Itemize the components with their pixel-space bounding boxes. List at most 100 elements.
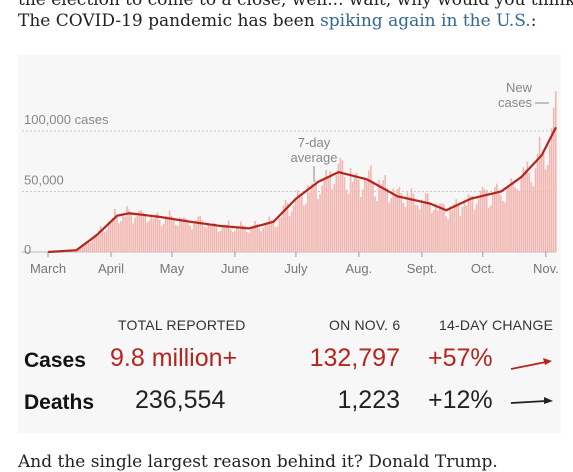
daily-bar (486, 190, 488, 252)
daily-bar (476, 204, 478, 252)
daily-bar (374, 197, 376, 252)
daily-bar (439, 203, 441, 252)
intro-link[interactable]: spiking again in the U.S. (320, 11, 531, 31)
article-intro: The COVID-19 pandemic has been spiking a… (18, 10, 536, 32)
daily-bar (110, 223, 112, 252)
daily-bar (195, 221, 197, 252)
daily-bar (153, 219, 155, 252)
daily-bar (240, 222, 242, 252)
daily-bar (175, 225, 177, 252)
daily-bar (303, 206, 305, 252)
daily-bar (360, 197, 362, 252)
daily-bar (392, 189, 394, 252)
daily-bar (506, 188, 508, 252)
daily-bar (338, 164, 340, 252)
daily-bar (128, 210, 130, 252)
daily-bar (376, 201, 378, 252)
daily-bar (508, 185, 510, 252)
daily-bar (386, 188, 388, 252)
daily-bar (214, 223, 216, 252)
daily-bar (305, 204, 307, 252)
daily-bar (171, 216, 173, 252)
daily-bar (551, 128, 553, 252)
daily-bar (394, 196, 396, 252)
x-tick-label-4: July (284, 261, 308, 276)
header-on-date: ON NOV. 6 (329, 317, 400, 333)
daily-bar (543, 149, 545, 252)
daily-bar (275, 227, 277, 252)
daily-bar (212, 224, 214, 252)
daily-bar (138, 211, 140, 252)
daily-bar (169, 210, 171, 252)
daily-bar (92, 239, 94, 252)
annotation-average-line-1: average (291, 150, 338, 165)
header-14-day-change: 14-DAY CHANGE (439, 317, 553, 333)
daily-bar (411, 188, 413, 252)
intro-text: The COVID-19 pandemic has been (18, 11, 320, 31)
y-tick-label-1: 50,000 (24, 172, 64, 187)
daily-bar (466, 205, 468, 252)
daily-bar (301, 195, 303, 252)
daily-bar (102, 231, 104, 252)
daily-bar (537, 154, 539, 252)
daily-bar (244, 226, 246, 252)
daily-bar (132, 223, 134, 252)
daily-bar (443, 204, 445, 252)
x-tick-label-1: April (98, 261, 124, 276)
daily-bar (433, 210, 435, 252)
daily-bar (494, 187, 496, 252)
daily-bar (529, 172, 531, 252)
daily-bar (311, 183, 313, 252)
daily-bar (516, 189, 518, 252)
daily-bar (396, 189, 398, 252)
x-tick-label-5: Aug. (346, 261, 373, 276)
daily-bar (315, 181, 317, 252)
daily-bar (108, 222, 110, 252)
daily-bar (372, 182, 374, 252)
daily-bar (545, 169, 547, 252)
daily-bar (488, 208, 490, 252)
daily-bar (547, 165, 549, 252)
deaths-on-date: 1,223 (292, 386, 400, 415)
daily-bar (362, 190, 364, 252)
daily-bar (478, 199, 480, 252)
daily-bar (522, 167, 524, 252)
daily-bar (250, 230, 252, 252)
daily-bar (106, 230, 108, 252)
daily-bar (453, 204, 455, 252)
row-label-deaths: Deaths (24, 391, 94, 415)
daily-bar (472, 196, 474, 252)
annotation-average-line-0: 7-day (298, 135, 331, 150)
daily-bar (384, 175, 386, 252)
daily-bar (104, 232, 106, 252)
daily-bar (421, 200, 423, 252)
daily-bar (423, 203, 425, 252)
daily-bar (462, 207, 464, 252)
y-tick-label-2: 100,000 cases (24, 112, 109, 127)
daily-bar (185, 219, 187, 252)
daily-bar (118, 223, 120, 252)
deaths-trend-arrow-icon (508, 393, 556, 409)
daily-bar (401, 193, 403, 252)
daily-bar (262, 228, 264, 252)
daily-bar (502, 201, 504, 252)
daily-bar (295, 201, 297, 252)
daily-bar (210, 224, 212, 252)
daily-bar (307, 185, 309, 252)
daily-bar (279, 218, 281, 252)
daily-bar (415, 205, 417, 252)
daily-bar (512, 182, 514, 252)
daily-bar (325, 170, 327, 252)
daily-bar (208, 223, 210, 252)
daily-bar (203, 227, 205, 252)
y-tick-label-0: 0 (24, 242, 31, 257)
daily-bar (96, 236, 98, 252)
daily-bar (277, 226, 279, 252)
daily-bar (484, 189, 486, 252)
daily-bar (299, 194, 301, 252)
daily-bar (480, 191, 482, 252)
daily-bar (555, 91, 557, 252)
daily-bar (457, 206, 459, 252)
daily-bar (134, 218, 136, 252)
